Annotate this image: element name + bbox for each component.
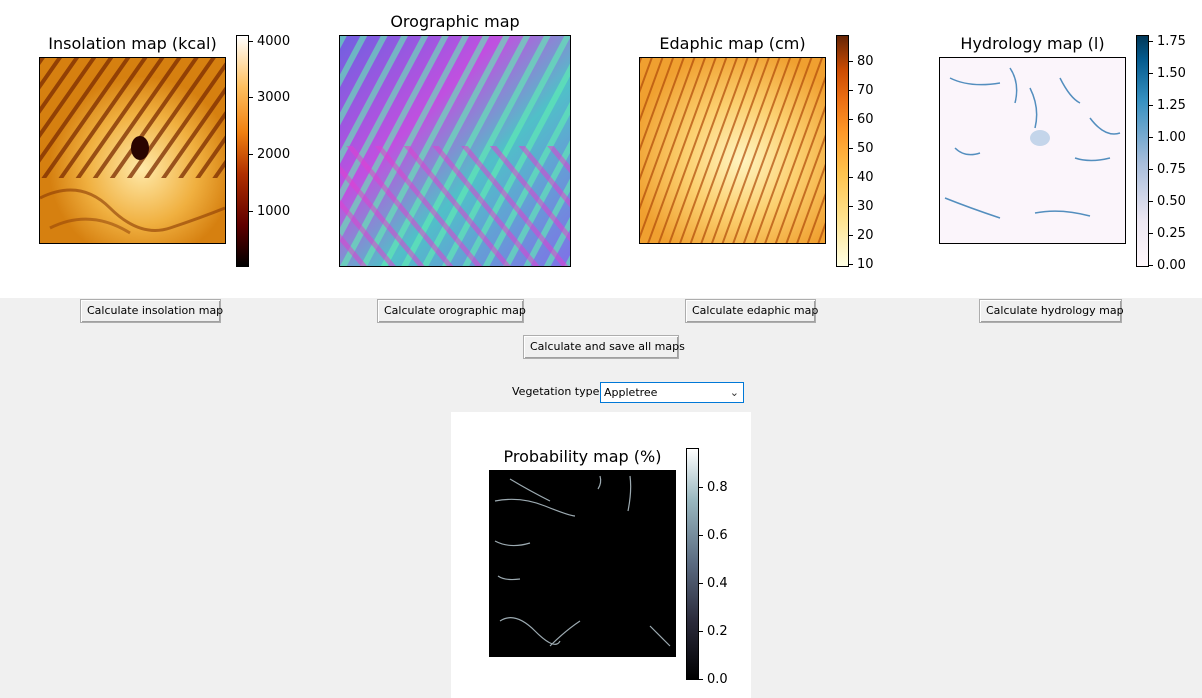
hydrology-tick-label: 1.75 — [1157, 34, 1186, 49]
probability-tick-mark — [699, 631, 703, 632]
probability-tick-label: 0.0 — [707, 672, 728, 687]
hydrology-map-title: Hydrology map (l) — [960, 34, 1105, 53]
maps-canvas: Insolation map (kcal) 4000 — [0, 0, 1202, 298]
edaphic-map-image — [639, 57, 826, 244]
hydrology-tick-label: 0.50 — [1157, 194, 1186, 209]
probability-tick-mark — [699, 487, 703, 488]
probability-tick-mark — [699, 679, 703, 680]
insolation-tick-mark — [249, 154, 253, 155]
edaphic-tick-label: 80 — [857, 54, 874, 69]
hydrology-tick-label: 1.50 — [1157, 66, 1186, 81]
insolation-colorbar — [236, 35, 249, 267]
probability-tick-label: 0.6 — [707, 528, 728, 543]
insolation-tick-mark — [249, 41, 253, 42]
insolation-map-title: Insolation map (kcal) — [48, 34, 217, 53]
hydrology-tick-mark — [1149, 105, 1153, 106]
hydrology-tick-label: 0.00 — [1157, 258, 1186, 273]
insolation-tick-label: 2000 — [257, 147, 291, 162]
hydrology-tick-label: 0.75 — [1157, 162, 1186, 177]
edaphic-tick-label: 50 — [857, 141, 874, 156]
probability-map-image — [489, 470, 676, 657]
orographic-map-title: Orographic map — [390, 12, 520, 31]
edaphic-tick-label: 70 — [857, 83, 874, 98]
chevron-down-icon[interactable]: ⌄ — [729, 386, 739, 399]
orographic-map-image — [339, 35, 571, 267]
hydrology-tick-mark — [1149, 41, 1153, 42]
probability-tick-mark — [699, 535, 703, 536]
probability-tick-mark — [699, 583, 703, 584]
edaphic-tick-mark — [849, 177, 853, 178]
edaphic-tick-mark — [849, 61, 853, 62]
edaphic-tick-mark — [849, 235, 853, 236]
vegetation-type-select[interactable]: Appletree ⌄ — [600, 382, 744, 403]
edaphic-tick-mark — [849, 206, 853, 207]
hydrology-tick-label: 1.00 — [1157, 130, 1186, 145]
calculate-edaphic-button[interactable]: Calculate edaphic map — [685, 299, 818, 323]
edaphic-tick-mark — [849, 264, 853, 265]
vegetation-type-value: Appletree — [604, 386, 658, 399]
edaphic-tick-label: 20 — [857, 228, 874, 243]
vegetation-type-label: Vegetation type: — [512, 385, 604, 398]
probability-colorbar — [686, 448, 699, 680]
probability-map-canvas: Probability map (%) 0.8 0.6 0.4 0.2 0.0 — [451, 412, 751, 698]
insolation-tick-mark — [249, 97, 253, 98]
edaphic-tick-mark — [849, 148, 853, 149]
hydrology-tick-mark — [1149, 137, 1153, 138]
probability-tick-label: 0.4 — [707, 576, 728, 591]
insolation-tick-mark — [249, 211, 253, 212]
insolation-map-image — [39, 57, 226, 244]
hydrology-tick-mark — [1149, 265, 1153, 266]
edaphic-tick-label: 30 — [857, 199, 874, 214]
calculate-save-all-button[interactable]: Calculate and save all maps — [523, 335, 685, 359]
hydrology-tick-mark — [1149, 73, 1153, 74]
hydrology-tick-mark — [1149, 169, 1153, 170]
edaphic-tick-mark — [849, 90, 853, 91]
insolation-tick-label: 1000 — [257, 204, 291, 219]
hydrology-map-image — [939, 57, 1126, 244]
edaphic-tick-mark — [849, 119, 853, 120]
calculate-insolation-button[interactable]: Calculate insolation map — [80, 299, 223, 323]
edaphic-colorbar — [836, 35, 849, 267]
probability-tick-label: 0.2 — [707, 624, 728, 639]
edaphic-tick-label: 60 — [857, 112, 874, 127]
hydrology-tick-label: 1.25 — [1157, 98, 1186, 113]
edaphic-map-title: Edaphic map (cm) — [659, 34, 806, 53]
edaphic-tick-label: 40 — [857, 170, 874, 185]
probability-tick-label: 0.8 — [707, 480, 728, 495]
hydrology-tick-label: 0.25 — [1157, 226, 1186, 241]
insolation-tick-label: 4000 — [257, 34, 291, 49]
probability-map-title: Probability map (%) — [503, 447, 662, 466]
calculate-orographic-button[interactable]: Calculate orographic map — [377, 299, 526, 323]
edaphic-tick-label: 10 — [857, 257, 874, 272]
hydrology-colorbar — [1136, 35, 1149, 267]
hydrology-tick-mark — [1149, 201, 1153, 202]
insolation-tick-label: 3000 — [257, 90, 291, 105]
hydrology-tick-mark — [1149, 233, 1153, 234]
calculate-hydrology-button[interactable]: Calculate hydrology map — [979, 299, 1124, 323]
